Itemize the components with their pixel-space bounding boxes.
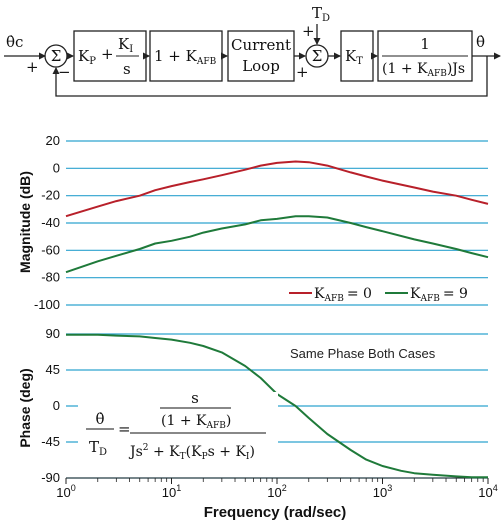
sum2-plus-left: + [296,63,309,81]
x-tick-label: 103 [373,483,392,500]
ph-y-tick-label: -45 [41,434,60,449]
phase-y-axis-label: Phase (deg) [17,368,33,447]
pi-s: s [123,60,131,78]
x-tick-label: 100 [56,483,75,500]
output-signal-label: θ̇ [476,33,485,51]
ph-y-tick-label: 0 [53,398,60,413]
x-tick-label: 102 [267,483,286,500]
eq-lhs-numerator: θ̇ [95,410,104,428]
magnitude-y-tick-labels: 20 0 -20 -40 -60 -80 -100 [34,133,60,312]
mag-y-tick-label: -80 [41,270,60,285]
ph-series-line-0 [66,333,488,479]
phase-series [66,333,488,479]
mag-y-tick-label: -60 [41,242,60,257]
kt-label: KT [345,47,363,67]
magnitude-gridlines [66,140,488,306]
magnitude-plot: 20 0 -20 -40 -60 -80 -100 Magnitude (dB) KAFB =… [17,133,489,312]
disturbance-label: TD [312,4,330,24]
mag-y-tick-label: 20 [46,133,60,148]
eq-denominator: Js2 + KT(KPs + KI) [128,443,255,462]
plant-denominator: (1 + KAFB)Js [382,61,465,79]
phase-x-tick-labels: 100 101 102 103 104 [56,483,497,500]
ph-y-tick-label: -90 [41,470,60,485]
sum1-minus-sign: − [58,63,71,81]
pi-plus: + [101,45,114,63]
x-tick-label: 101 [162,483,181,500]
pi-ki: KI [118,35,133,55]
sum2-plus-top: + [302,22,315,40]
ph-y-tick-label: 90 [46,326,60,341]
mag-series-line-1 [65,215,489,274]
phase-y-tick-labels: 90 45 0 -45 -90 [41,326,60,485]
afb-block [149,30,223,82]
magnitude-legend: KAFB = 0 KAFB = 9 [285,283,485,304]
legend-label-kafb-0: KAFB = 0 [314,286,372,304]
frequency-x-axis-label: Frequency (rad/sec) [204,504,347,521]
magnitude-series [65,160,489,274]
mag-series-line-0 [65,160,489,218]
input-signal-label: θ̇c [6,33,23,51]
eq-num-s: s [191,389,199,407]
x-tick-label: 104 [478,483,497,500]
current-loop-line1: Current [231,36,291,54]
eq-lhs-denominator: TD [89,438,107,458]
sum1-symbol: Σ [51,47,62,65]
plant-numerator: 1 [420,35,430,53]
ph-y-tick-label: 45 [46,362,60,377]
block-diagram: θ̇c + − Σ KP + KI s 1 + KAFB Current Loo… [4,4,501,97]
current-loop-block [227,30,295,82]
feedback-path [52,56,488,97]
eq-equals: = [118,420,131,438]
magnitude-y-axis-label: Magnitude (dB) [17,171,33,273]
sum2-symbol: Σ [312,47,323,65]
mag-y-tick-label: -40 [41,215,60,230]
transfer-function-equation: θ̇ TD = s (1 + KAFB) Js2 + KT(KPs + KI) [78,389,278,464]
current-loop-line2: Loop [242,57,280,75]
mag-y-tick-label: -100 [34,297,60,312]
eq-num-denominator: (1 + KAFB) [161,413,231,431]
pi-kp: KP [78,47,96,67]
same-phase-annotation: Same Phase Both Cases [290,346,436,361]
mag-y-tick-label: -20 [41,188,60,203]
afb-label: 1 + KAFB [154,47,217,67]
mag-y-tick-label: 0 [53,160,60,175]
sum1-plus-sign: + [26,58,39,76]
legend-label-kafb-9: KAFB = 9 [410,286,468,304]
equation-background [78,392,278,464]
